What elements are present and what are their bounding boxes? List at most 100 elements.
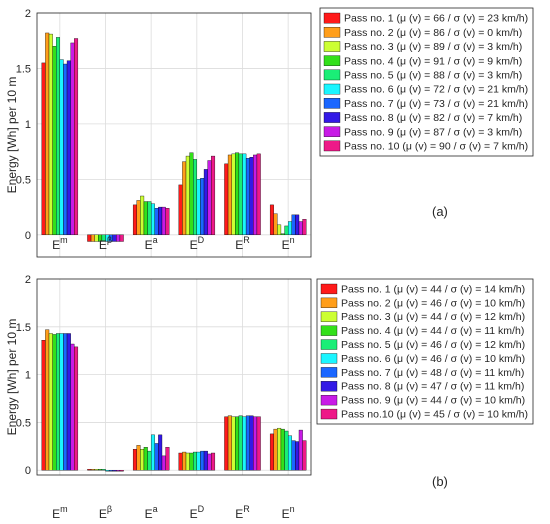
bar [165,208,170,235]
legend-swatch [323,83,341,95]
bar [66,333,71,471]
bar [203,169,208,235]
legend-entry: Pass no. 1 (μ (v) = 44 / σ (v) = 14 km/h… [341,283,525,295]
bar [119,234,124,242]
bar [287,221,292,235]
bar [256,153,261,235]
bar [143,201,148,235]
bar [273,213,278,235]
plot-area [37,13,311,257]
x-tick-label: Eβ [99,235,112,252]
bar [94,234,99,242]
bar [235,416,240,471]
legend-entry: Pass no. 7 (μ (v) = 73 / σ (v) = 21 km/h… [344,98,528,110]
bar [87,469,92,471]
legend-entry: Pass no. 9 (μ (v) = 87 / σ (v) = 3 km/h) [344,126,522,138]
legend-entry: Pass no. 3 (μ (v) = 89 / σ (v) = 3 km/h) [344,41,522,53]
bar [193,159,198,235]
bar [253,416,258,471]
legend-swatch [320,311,338,322]
bar [231,416,236,471]
bar [298,429,303,471]
bar [256,416,261,471]
legend-entry: Pass no. 6 (μ (v) = 72 / σ (v) = 21 km/h… [344,84,528,96]
bar [70,42,75,235]
bar [94,469,99,471]
bar [150,434,155,471]
legend-swatch [320,367,338,378]
bar [269,433,274,471]
bar [242,153,247,235]
bar [298,221,303,235]
x-tick-label: Ea [145,504,158,521]
bar [238,415,243,471]
bar [105,470,110,472]
bar [143,447,148,471]
bar [253,154,258,235]
bar [150,203,155,235]
x-tick-label: ER [235,504,250,521]
x-tick-label: ED [190,235,205,252]
bar [182,161,187,235]
legend-entry: Pass no. 10 (μ (v) = 90 / σ (v) = 7 km/h… [344,141,528,153]
bar [242,416,247,471]
legend-swatch [323,41,341,52]
x-tick-label: En [282,235,295,252]
panel-a: (a) 0 0.5 1 1.5 2 Em Eβ Ea ED ER En Energy [Wh] per… [5,7,534,258]
bar [147,201,152,235]
bar [277,427,282,471]
bar [224,416,229,471]
y-tick-label: 1.5 [16,63,31,75]
legend-entry: Pass no. 5 (μ (v) = 88 / σ (v) = 3 km/h) [344,70,522,82]
legend-swatch [323,55,341,66]
bar [189,152,194,235]
y-axis-label: Energy [Wh] per 10 m [5,319,19,436]
bar [98,469,103,471]
bar [182,451,187,471]
bar [52,46,57,235]
bar [178,452,183,471]
bar [59,59,64,235]
legend [316,278,534,425]
bar [74,38,79,235]
x-tick-label: Em [52,504,68,521]
bar [227,154,232,235]
panel-b: (b) 0 0.5 1 1.5 2 Em Eβ Ea ED ER En Energy [Wh] per… [5,274,534,521]
legend-swatch [323,140,341,152]
legend-swatch [320,353,338,364]
panel-b-label: (b) [432,474,448,489]
bar [66,60,71,235]
bar [74,346,79,471]
legend-entry: Pass no. 9 (μ (v) = 44 / σ (v) = 10 km/h… [341,395,525,407]
bar [273,428,278,471]
legend-entry: Pass no. 4 (μ (v) = 44 / σ (v) = 11 km/h… [341,325,524,337]
bar [207,453,212,471]
bar [132,449,137,471]
x-tick-label: Ea [145,235,158,252]
legend-swatch [323,12,341,24]
legend-entry: Pass no. 7 (μ (v) = 48 / σ (v) = 11 km/h… [341,367,524,379]
bar [291,214,296,235]
bar [147,450,152,471]
bar [70,343,75,471]
x-tick-label: En [282,504,295,521]
bar [238,153,243,235]
bar [207,160,212,235]
legend [319,7,534,157]
legend-entry: Pass no. 8 (μ (v) = 82 / σ (v) = 7 km/h) [344,112,522,124]
bar [154,443,159,471]
bar [185,452,190,471]
bar [295,441,300,471]
bar [291,440,296,471]
bar [277,224,282,235]
bar [140,195,145,235]
bar [112,234,117,242]
bar [280,428,285,471]
bar [48,33,53,235]
legend-swatch [320,381,338,392]
bar [235,152,240,235]
bar [132,204,137,235]
bar [287,435,292,471]
legend-swatch [320,325,338,336]
